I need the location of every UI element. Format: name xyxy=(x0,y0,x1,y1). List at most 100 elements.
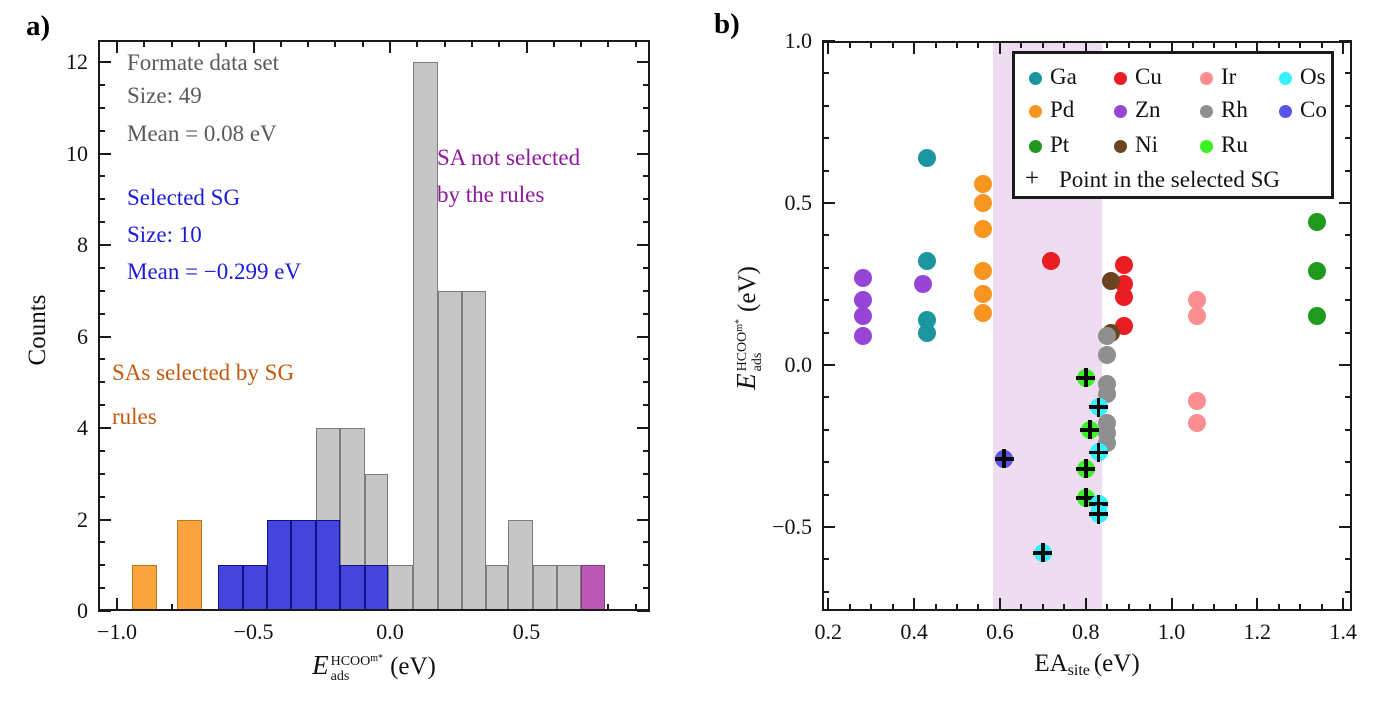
annotation-line: Selected SG xyxy=(127,185,241,210)
axis-tick xyxy=(1213,604,1216,611)
axis-tick xyxy=(1299,604,1302,611)
histogram-bar-all xyxy=(413,62,438,611)
selected-marker xyxy=(1083,459,1088,479)
scatter-point-Ga xyxy=(917,148,936,167)
axis-tick xyxy=(822,266,829,269)
annotation-formate-dataset: Formate data set Size: 49 Mean = 0.08 eV xyxy=(127,46,279,150)
axis-tick-label: 8 xyxy=(77,232,88,257)
axis-tick xyxy=(634,40,637,47)
axis-tick xyxy=(1345,299,1352,302)
axis-tick xyxy=(98,495,105,498)
axis-tick xyxy=(1149,41,1152,48)
histogram-bar-all xyxy=(461,290,486,611)
axis-tick xyxy=(1342,41,1345,54)
legend-marker-Ru xyxy=(1200,139,1213,153)
axis-tick xyxy=(1170,41,1173,54)
axis-tick xyxy=(1345,461,1352,464)
scatter-point-Pt xyxy=(1308,262,1327,281)
axis-tick-label: 0 xyxy=(77,598,88,623)
scatter-point-Ni xyxy=(1102,271,1121,290)
axis-tick xyxy=(197,40,200,47)
legend-label-Os: Os xyxy=(1300,64,1326,89)
axis-tick xyxy=(822,169,829,172)
axis-tick xyxy=(643,404,650,407)
axis-tick xyxy=(98,381,105,384)
axis-tick xyxy=(822,558,829,561)
axis-tick xyxy=(913,598,916,611)
axis-tick xyxy=(607,40,610,47)
scatter-point-Cu xyxy=(1115,255,1134,274)
axis-tick-label: 0.0 xyxy=(376,619,404,644)
axis-tick xyxy=(98,221,105,224)
axis-tick xyxy=(1020,604,1023,611)
annotation-line: Size: 10 xyxy=(127,222,202,247)
annotation-line: Mean = 0.08 eV xyxy=(127,121,277,146)
axis-tick xyxy=(1345,266,1352,269)
axis-tick xyxy=(98,289,105,292)
scatter-point-Rh xyxy=(1098,346,1117,365)
selected-marker xyxy=(1083,368,1088,388)
legend-marker-Rh xyxy=(1200,104,1213,118)
axis-tick xyxy=(913,41,916,54)
axis-tick xyxy=(637,610,650,612)
annotation-line: Formate data set xyxy=(127,50,280,75)
scatter-point-Cu xyxy=(1042,252,1061,271)
axis-tick xyxy=(361,40,364,47)
axis-tick xyxy=(1170,598,1173,611)
axis-tick-label: 10 xyxy=(66,140,88,166)
legend-label-Ir: Ir xyxy=(1221,64,1237,89)
axis-tick xyxy=(637,61,650,63)
axis-tick xyxy=(98,472,105,475)
axis-tick xyxy=(98,427,111,429)
scatter-point-Pd xyxy=(973,262,992,281)
axis-tick xyxy=(822,396,829,399)
axis-tick-label: 0.2 xyxy=(814,619,843,644)
axis-tick xyxy=(870,41,873,48)
axis-tick-label: −1.0 xyxy=(97,619,137,644)
axis-tick-label: 1.2 xyxy=(1243,619,1272,644)
axis-tick xyxy=(977,41,980,48)
axis-tick xyxy=(827,41,830,54)
axis-tick xyxy=(637,244,650,246)
axis-tick-label: 0.5 xyxy=(784,190,813,215)
axis-tick xyxy=(1234,604,1237,611)
axis-tick xyxy=(891,604,894,611)
axis-tick xyxy=(1345,590,1352,593)
legend-marker-Co xyxy=(1279,104,1292,118)
axis-tick xyxy=(822,364,835,366)
panel-b-frame xyxy=(822,41,1352,611)
axis-tick xyxy=(822,137,829,140)
axis-tick xyxy=(307,40,310,47)
axis-tick-label: 0.6 xyxy=(986,619,1014,644)
axis-tick-label: 0.4 xyxy=(900,619,928,644)
scatter-point-Pd xyxy=(973,219,992,238)
scatter-point-Pd xyxy=(973,304,992,323)
axis-tick xyxy=(98,449,105,452)
scatter-point-Zn xyxy=(853,268,872,287)
axis-tick-label: 1.0 xyxy=(1157,619,1186,644)
axis-tick xyxy=(848,604,851,611)
axis-tick xyxy=(1345,137,1352,140)
legend-marker-Pd xyxy=(1029,104,1042,118)
axis-tick xyxy=(1191,41,1194,48)
annotation-line: by the rules xyxy=(437,182,545,207)
legend: Ga Cu Ir Os Pd Zn Rh Co Pt Ni Ru + Point in the sele… xyxy=(1012,51,1334,199)
axis-tick xyxy=(1256,41,1259,54)
axis-tick xyxy=(1339,526,1352,528)
axis-tick xyxy=(822,202,835,204)
panel-b-y-axis-title: E HCOOm* ads (eV) xyxy=(731,266,765,390)
legend-label-Co: Co xyxy=(1300,97,1327,122)
axis-tick xyxy=(643,175,650,178)
axis-tick xyxy=(1234,41,1237,48)
axis-tick xyxy=(116,598,118,611)
axis-tick xyxy=(1256,598,1259,611)
axis-tick xyxy=(580,40,583,47)
legend-marker-Pt xyxy=(1029,139,1042,153)
axis-tick xyxy=(607,604,610,611)
axis-tick xyxy=(643,198,650,201)
axis-tick xyxy=(1191,604,1194,611)
axis-tick xyxy=(98,518,111,521)
axis-tick xyxy=(822,493,829,496)
axis-tick xyxy=(643,358,650,361)
